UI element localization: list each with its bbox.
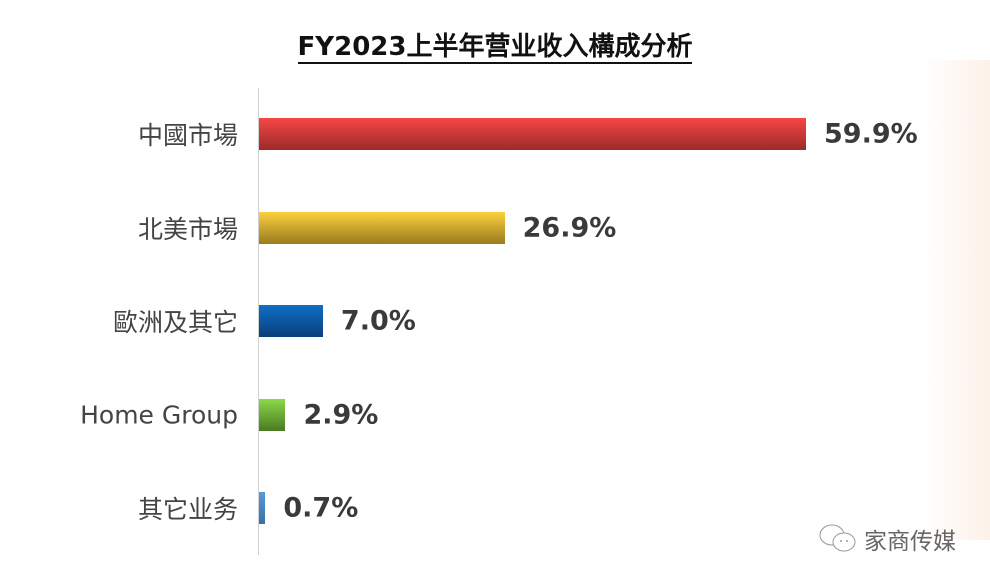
bar <box>259 305 323 337</box>
category-label: 北美市場 <box>137 214 238 244</box>
data-label: 7.0% <box>340 305 416 337</box>
data-label: 26.9% <box>522 212 617 243</box>
y-axis-line <box>258 88 259 555</box>
watermark-text: 家商传媒 <box>864 529 956 555</box>
wechat-icon <box>819 524 856 552</box>
bar <box>259 211 505 244</box>
category-label: 其它业务 <box>137 495 238 524</box>
background-decoration <box>920 60 990 540</box>
data-label: 59.9% <box>824 118 918 150</box>
bar <box>259 492 266 524</box>
category-label: 中國市場 <box>137 121 238 150</box>
bar <box>259 118 806 150</box>
watermark: 家商传媒 <box>818 522 956 556</box>
chart-title: FY2023上半年营业收入構成分析 <box>0 26 990 64</box>
category-label: 歐洲及其它 <box>112 308 238 337</box>
bar <box>259 398 286 431</box>
data-label: 2.9% <box>303 399 379 430</box>
category-label: Home Group <box>80 400 238 429</box>
chart-title-text: FY2023上半年营业收入構成分析 <box>297 32 693 64</box>
data-label: 0.7% <box>283 492 359 524</box>
